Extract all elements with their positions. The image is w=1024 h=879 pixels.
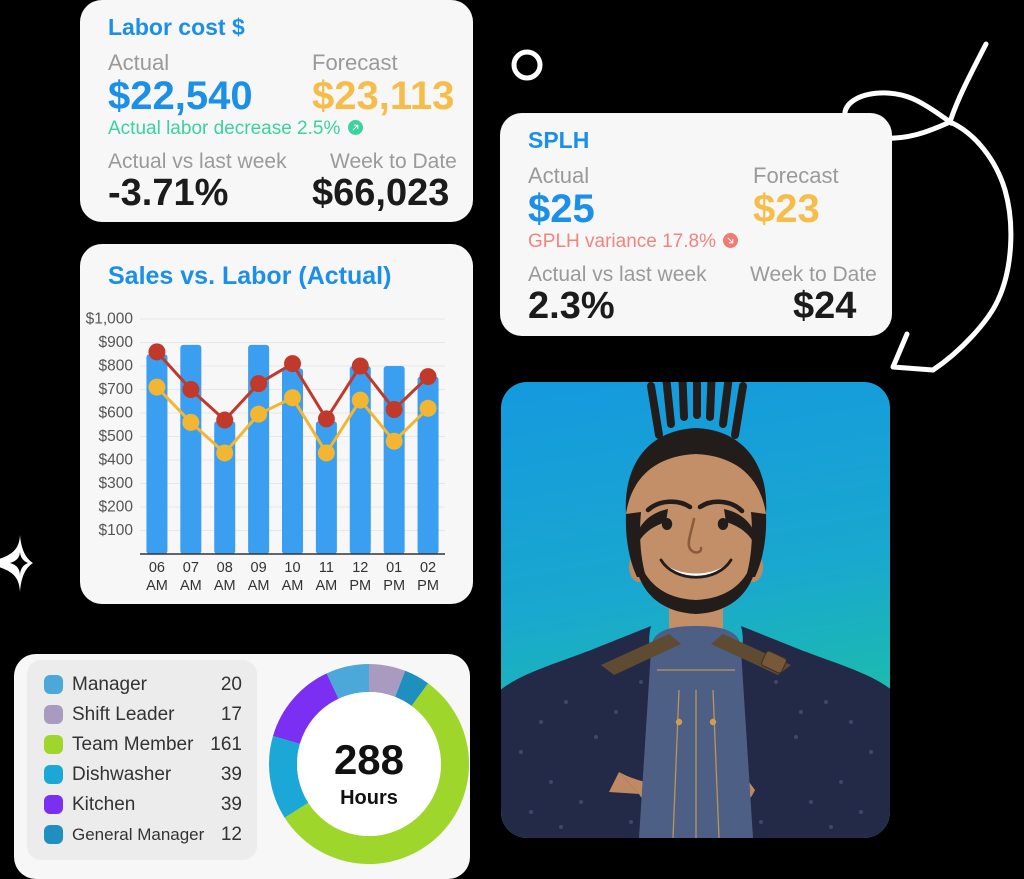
svg-text:$1,000: $1,000 (86, 311, 134, 328)
svg-text:$900: $900 (99, 334, 134, 351)
svg-text:02: 02 (420, 560, 436, 576)
svg-text:Shift Leader: Shift Leader (72, 704, 175, 725)
svg-text:11: 11 (319, 560, 334, 576)
svg-text:PM: PM (349, 578, 371, 594)
svg-text:17: 17 (221, 704, 242, 725)
svg-text:$600: $600 (99, 405, 134, 422)
svg-text:39: 39 (221, 794, 242, 815)
svg-text:10: 10 (284, 560, 300, 576)
svg-text:Team Member: Team Member (72, 734, 194, 755)
svg-text:Hours: Hours (340, 787, 398, 809)
svg-text:12: 12 (221, 824, 242, 845)
svg-text:AM: AM (214, 578, 236, 594)
svg-text:$500: $500 (99, 428, 134, 445)
svg-text:07: 07 (183, 560, 199, 576)
svg-text:General Manager: General Manager (72, 825, 205, 844)
svg-text:$800: $800 (99, 358, 134, 375)
svg-text:AM: AM (180, 578, 202, 594)
svg-text:AM: AM (282, 578, 304, 594)
svg-text:12: 12 (352, 560, 368, 576)
svg-text:39: 39 (221, 764, 242, 785)
svg-text:$300: $300 (99, 475, 134, 492)
svg-text:Kitchen: Kitchen (72, 794, 135, 815)
svg-text:Manager: Manager (72, 674, 148, 695)
svg-text:01: 01 (386, 560, 402, 576)
svg-text:$400: $400 (99, 452, 134, 469)
svg-text:AM: AM (316, 578, 338, 594)
svg-text:Dishwasher: Dishwasher (72, 764, 172, 785)
svg-text:08: 08 (217, 560, 233, 576)
svg-text:20: 20 (221, 674, 242, 695)
svg-text:PM: PM (383, 578, 405, 594)
svg-text:06: 06 (149, 560, 165, 576)
svg-text:161: 161 (210, 734, 242, 755)
svg-text:PM: PM (417, 578, 439, 594)
svg-text:09: 09 (251, 560, 267, 576)
svg-text:AM: AM (146, 578, 168, 594)
svg-text:288: 288 (334, 736, 404, 783)
svg-text:$200: $200 (99, 499, 134, 516)
svg-text:AM: AM (248, 578, 270, 594)
svg-text:$700: $700 (99, 381, 134, 398)
svg-text:$100: $100 (99, 522, 134, 539)
